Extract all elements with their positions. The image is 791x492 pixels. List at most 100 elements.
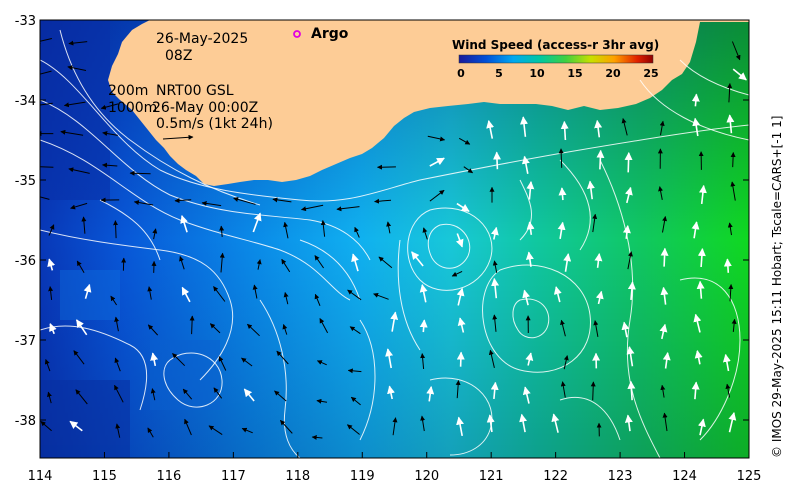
current-arrow xyxy=(48,286,54,300)
current-arrow xyxy=(492,314,498,332)
current-arrow xyxy=(349,326,361,335)
current-arrow xyxy=(658,186,664,200)
current-arrow xyxy=(694,350,703,365)
current-arrow xyxy=(455,233,464,248)
current-arrow xyxy=(68,167,90,174)
current-arrow xyxy=(174,198,192,204)
current-arrow xyxy=(696,280,705,299)
current-arrow xyxy=(114,357,121,372)
current-arrow xyxy=(373,293,389,300)
current-arrow xyxy=(252,212,262,233)
current-arrow xyxy=(311,434,323,440)
current-arrow xyxy=(147,427,154,438)
current-arrow xyxy=(179,256,185,270)
current-arrow xyxy=(316,398,328,404)
current-arrow xyxy=(181,286,191,303)
x-tick-label: 114 xyxy=(28,469,53,484)
x-tick-label: 117 xyxy=(221,469,246,484)
current-arrow xyxy=(351,253,359,272)
current-arrow xyxy=(659,323,668,340)
current-arrow xyxy=(40,38,53,44)
x-tick-label: 115 xyxy=(92,469,117,484)
current-arrow xyxy=(274,390,287,402)
current-arrow xyxy=(347,424,360,435)
current-arrow xyxy=(150,352,159,367)
current-arrow xyxy=(350,396,361,406)
current-arrow xyxy=(731,318,737,332)
current-arrow xyxy=(75,389,88,405)
current-arrow xyxy=(347,289,362,301)
legend-title: Wind Speed (access-r 3hr avg) xyxy=(452,38,659,52)
legend-tick-label: 10 xyxy=(529,67,545,80)
current-arrow xyxy=(627,281,636,300)
current-arrow xyxy=(463,166,474,174)
current-arrow xyxy=(336,206,360,212)
current-arrow xyxy=(732,68,747,81)
current-arrow xyxy=(662,352,671,369)
current-arrow xyxy=(558,187,567,201)
current-arrow xyxy=(727,222,733,236)
current-arrow xyxy=(378,256,393,269)
current-arrow xyxy=(219,225,225,237)
y-tick-label: -38 xyxy=(15,414,36,429)
current-arrow xyxy=(114,384,124,403)
current-arrow xyxy=(283,292,289,305)
current-arrow xyxy=(69,420,83,432)
current-arrow xyxy=(44,359,51,372)
current-arrow xyxy=(272,197,292,203)
x-tick-label: 124 xyxy=(672,469,697,484)
current-arrow xyxy=(182,388,193,400)
current-arrow xyxy=(83,283,92,299)
current-arrow xyxy=(110,295,118,306)
current-arrow xyxy=(728,412,737,433)
current-arrow xyxy=(152,228,158,240)
current-arrow xyxy=(525,352,534,366)
current-arrow xyxy=(493,151,501,170)
scale-arrow-icon xyxy=(162,134,194,140)
current-arrow xyxy=(233,197,256,205)
y-tick-label: -33 xyxy=(15,14,36,29)
axis-ticks: 114 115 116 117 118 119 120 121 122 123 124 125 -33 -… xyxy=(15,14,762,484)
current-arrow xyxy=(385,348,394,369)
current-arrow xyxy=(73,350,85,365)
current-arrow xyxy=(113,220,119,239)
current-arrow xyxy=(172,353,186,367)
current-arrow xyxy=(455,380,461,399)
current-arrow xyxy=(374,198,392,204)
current-arrow xyxy=(560,381,566,398)
current-arrow xyxy=(218,356,227,371)
current-arrow xyxy=(558,148,564,168)
current-arrow xyxy=(60,129,84,136)
current-arrow xyxy=(256,259,262,270)
current-arrow xyxy=(457,317,466,333)
current-arrow xyxy=(102,131,118,136)
current-arrow xyxy=(691,93,700,107)
current-arrow xyxy=(180,215,188,233)
current-arrow xyxy=(621,118,628,136)
current-arrow xyxy=(70,202,88,210)
current-arrow xyxy=(693,313,702,333)
current-arrow xyxy=(624,152,633,173)
current-arrow xyxy=(392,417,398,436)
current-arrow xyxy=(40,166,54,168)
product-label: NRT00 GSL xyxy=(156,83,234,99)
plot-frame xyxy=(39,19,750,459)
current-arrow xyxy=(659,120,665,136)
current-arrow xyxy=(730,181,736,201)
current-arrow xyxy=(419,319,428,333)
current-arrow xyxy=(525,251,534,267)
current-arrow xyxy=(201,200,222,207)
current-arrow xyxy=(390,311,399,332)
current-arrow xyxy=(282,324,288,335)
current-arrow xyxy=(133,200,154,206)
legend-tick-label: 5 xyxy=(495,67,503,80)
legend-colorbar xyxy=(458,54,654,64)
current-arrow xyxy=(490,381,499,399)
current-arrow xyxy=(691,221,700,239)
current-arrow xyxy=(280,420,293,434)
hour-label: 08Z xyxy=(165,48,192,64)
current-arrow xyxy=(519,413,527,433)
current-arrow xyxy=(102,162,118,168)
x-tick-label: 121 xyxy=(479,469,504,484)
current-arrow xyxy=(627,251,633,270)
